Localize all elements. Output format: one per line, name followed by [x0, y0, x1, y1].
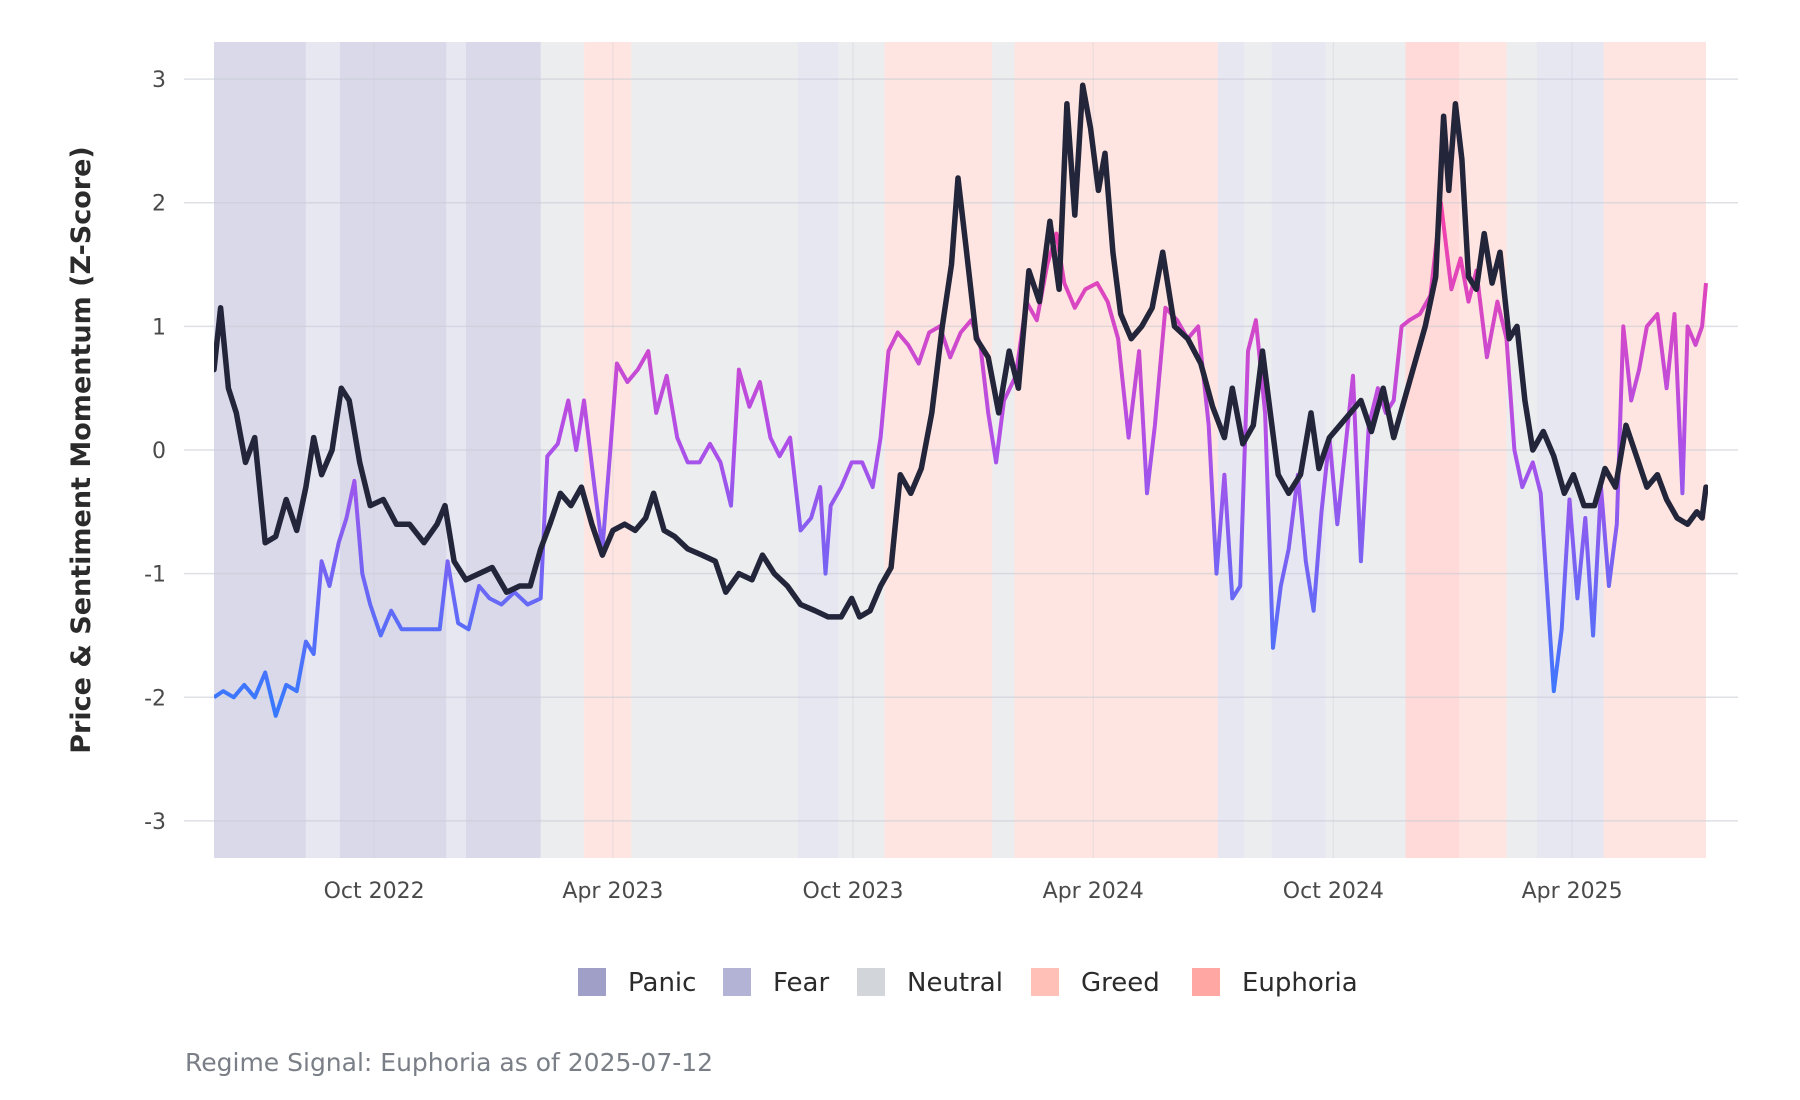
y-axis: 3 2 1 0 -1 -2 -3 [144, 68, 166, 835]
series-layer [214, 82, 1708, 718]
x-tick-label: Apr 2023 [562, 879, 663, 904]
y-tick-label: -1 [144, 563, 166, 588]
legend-swatch-panic [578, 968, 606, 996]
caption: Regime Signal: Euphoria as of 2025-07-12 [185, 1048, 713, 1077]
legend-label-neutral: Neutral [907, 968, 1003, 998]
x-tick-label: Oct 2022 [324, 879, 425, 904]
legend-swatch-fear [723, 968, 751, 996]
x-tick-label: Apr 2024 [1043, 879, 1144, 904]
y-tick-label: 0 [152, 439, 166, 464]
x-tick-label: Apr 2025 [1522, 879, 1623, 904]
y-axis-title: Price & Sentiment Momentum (Z-Score) [66, 146, 97, 754]
y-tick-label: -3 [144, 810, 166, 835]
y-tick-label: 1 [152, 315, 166, 340]
legend-label-fear: Fear [773, 968, 829, 998]
x-axis: Oct 2022 Apr 2023 Oct 2023 Apr 2024 Oct 2024… [324, 879, 1623, 904]
y-tick-label: 3 [152, 68, 166, 93]
x-tick-label: Oct 2023 [803, 879, 904, 904]
legend-label-panic: Panic [628, 968, 696, 998]
sentiment-line [214, 200, 1708, 718]
price-momentum-line [214, 82, 1708, 620]
legend: Panic Fear Neutral Greed Euphoria [578, 968, 1358, 998]
legend-swatch-euphoria [1192, 968, 1220, 996]
y-tick-label: 2 [152, 192, 166, 217]
legend-swatch-greed [1031, 968, 1059, 996]
legend-swatch-neutral [857, 968, 885, 996]
legend-label-greed: Greed [1081, 968, 1160, 998]
legend-label-euphoria: Euphoria [1242, 968, 1358, 998]
x-tick-label: Oct 2024 [1283, 879, 1384, 904]
y-tick-label: -2 [144, 686, 166, 711]
